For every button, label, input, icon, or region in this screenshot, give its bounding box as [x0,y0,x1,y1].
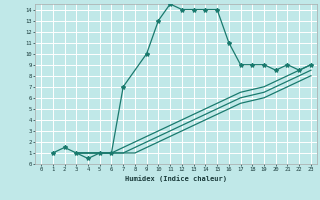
X-axis label: Humidex (Indice chaleur): Humidex (Indice chaleur) [125,175,227,182]
